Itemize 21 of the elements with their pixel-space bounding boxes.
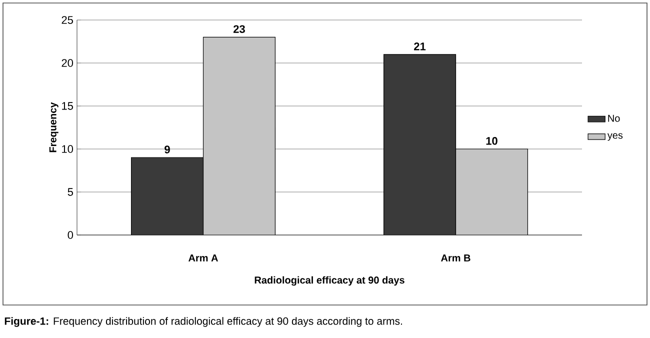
y-tick-label: 5 xyxy=(68,188,73,196)
y-tick-label: 25 xyxy=(62,16,73,24)
data-label: 23 xyxy=(233,25,245,34)
y-tick-label: 0 xyxy=(68,231,74,239)
legend-label: No xyxy=(608,114,620,122)
y-axis-title: Frequency xyxy=(49,102,58,152)
data-label: 9 xyxy=(164,146,170,154)
data-label: 10 xyxy=(486,137,498,145)
text: Figure-1: Frequency distribution of radiological efficacy at 90 days according to arms. xyxy=(4,317,402,327)
y-tick-label: 10 xyxy=(62,145,74,153)
x-tick-label: Arm B xyxy=(441,254,470,262)
y-tick-label: 15 xyxy=(62,102,73,110)
x-axis-title: Radiological efficacy at 90 days xyxy=(254,276,404,286)
bar xyxy=(131,158,204,235)
bar xyxy=(455,148,528,235)
y-tick-label: 20 xyxy=(62,59,74,67)
legend-label: yes xyxy=(607,133,623,141)
data-label: 21 xyxy=(414,42,426,50)
x-tick-label: Arm A xyxy=(188,254,218,262)
bar xyxy=(203,37,276,235)
bar xyxy=(383,54,456,235)
